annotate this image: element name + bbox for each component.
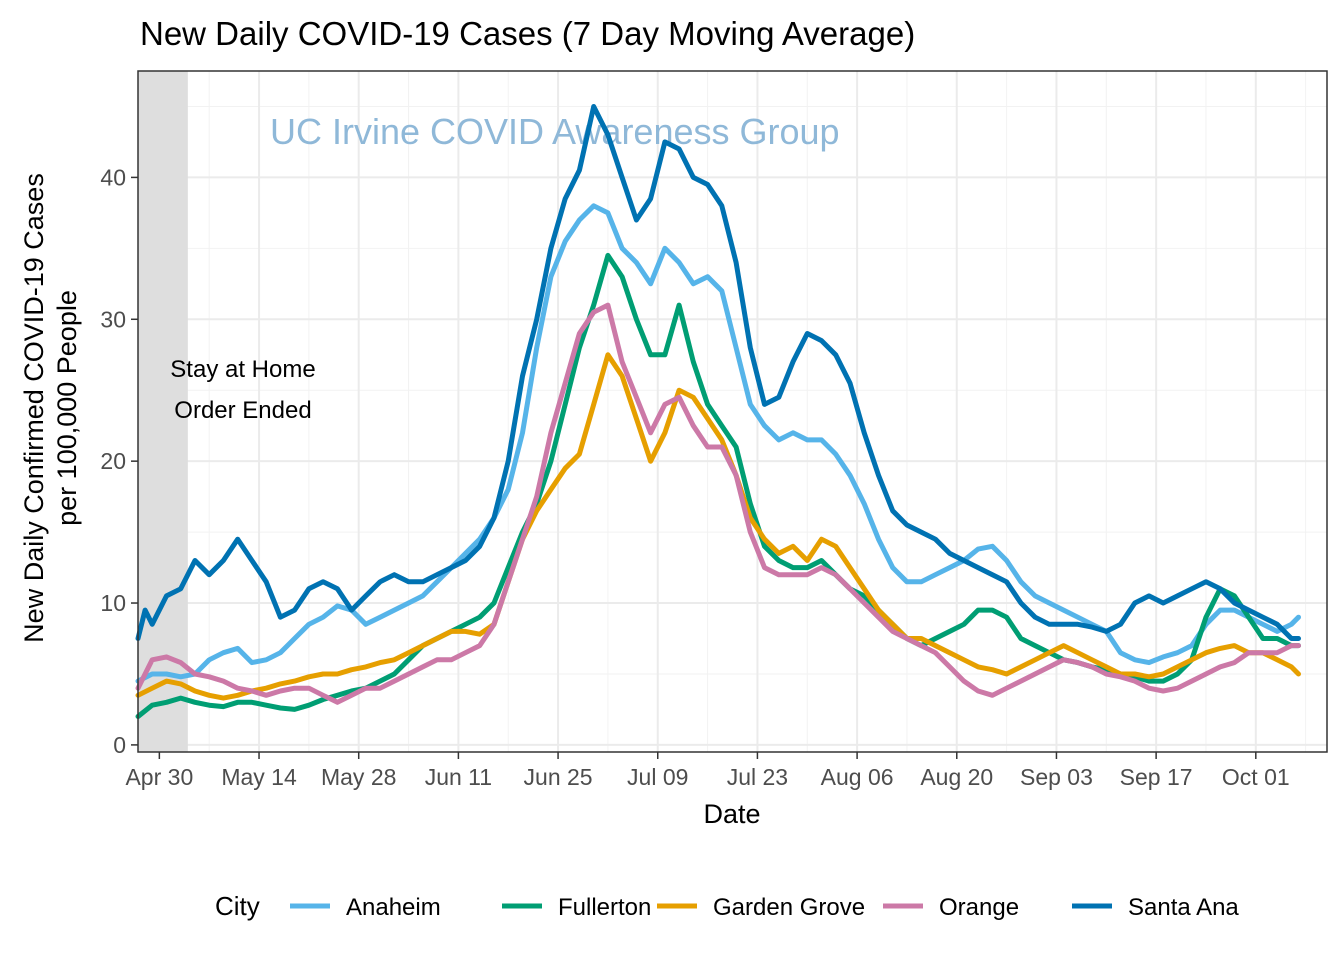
- x-tick-label: Sep 17: [1120, 764, 1193, 790]
- y-axis-title-line-2: per 100,000 People: [52, 290, 82, 526]
- stay-at-home-annotation-line-2: Order Ended: [174, 397, 311, 424]
- series-line-anaheim: [135, 203, 1301, 684]
- legend-label-fullerton: Fullerton: [558, 894, 651, 921]
- plot-panel: UC Irvine COVID Awareness Group Stay at …: [135, 70, 1328, 753]
- legend: City Anaheim Fullerton Garden Grove Orange S…: [215, 891, 1239, 921]
- series-line-santa-ana: [135, 104, 1301, 641]
- y-tick-label: 20: [100, 448, 126, 474]
- series-line-orange: [135, 302, 1301, 705]
- legend-label-santa-ana: Santa Ana: [1128, 894, 1239, 921]
- x-tick-label: Jul 23: [727, 764, 788, 790]
- x-tick-label: Aug 06: [821, 764, 894, 790]
- x-tick-label: Jul 09: [627, 764, 688, 790]
- y-axis-title-line-1: New Daily Confirmed COVID-19 Cases: [19, 173, 49, 643]
- x-tick-label: Oct 01: [1222, 764, 1290, 790]
- x-tick-label: Aug 20: [920, 764, 993, 790]
- chart-title: New Daily COVID-19 Cases (7 Day Moving A…: [140, 15, 915, 52]
- panel-border: [137, 70, 1328, 753]
- x-tick-label: Apr 30: [125, 764, 193, 790]
- x-tick-label: Sep 03: [1020, 764, 1093, 790]
- stay-at-home-shaded-region: [138, 71, 188, 752]
- x-tick-label: May 14: [221, 764, 297, 790]
- x-axis: Apr 30 May 14 May 28 Jun 11 Jun 25 Jul 09 Jul …: [125, 752, 1290, 790]
- x-tick-label: May 28: [321, 764, 396, 790]
- y-tick-label: 30: [100, 306, 126, 332]
- y-tick-label: 0: [113, 732, 126, 758]
- legend-label-orange: Orange: [939, 894, 1019, 921]
- legend-label-garden-grove: Garden Grove: [713, 894, 865, 921]
- stay-at-home-annotation-line-1: Stay at Home: [170, 356, 315, 383]
- legend-title: City: [215, 891, 260, 921]
- series-layer: [135, 104, 1301, 719]
- legend-label-anaheim: Anaheim: [346, 894, 441, 921]
- y-tick-label: 40: [100, 164, 126, 190]
- x-axis-title: Date: [703, 799, 760, 829]
- series-line-garden-grove: [135, 352, 1301, 701]
- x-tick-label: Jun 25: [524, 764, 593, 790]
- y-axis: 0 10 20 30 40: [100, 164, 138, 758]
- watermark-text: UC Irvine COVID Awareness Group: [270, 111, 840, 152]
- x-tick-label: Jun 11: [425, 764, 492, 790]
- y-tick-label: 10: [100, 590, 126, 616]
